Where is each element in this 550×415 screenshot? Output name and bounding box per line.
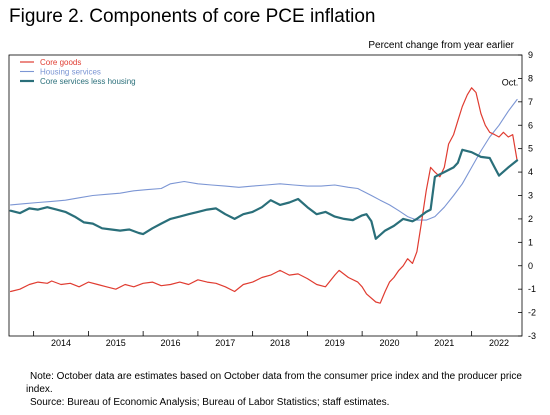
x-tick-label: 2021 <box>434 338 454 348</box>
x-tick-label: 2015 <box>106 338 126 348</box>
x-tick-label: 2016 <box>160 338 180 348</box>
x-tick-label: 2019 <box>325 338 345 348</box>
y-tick-label: 0 <box>528 261 533 271</box>
x-tick-label: 2022 <box>489 338 509 348</box>
series-line-core-services-less-housing <box>9 148 519 240</box>
note-text: Note: October data are estimates based o… <box>26 371 522 395</box>
source-text: Source: Bureau of Economic Analysis; Bur… <box>30 397 390 408</box>
chart-title: Figure 2. Components of core PCE inflati… <box>9 6 376 27</box>
y-tick-label: -1 <box>528 284 536 294</box>
y-tick-label: 9 <box>528 50 533 60</box>
y-tick-label: 4 <box>528 167 533 177</box>
axes: -3 -2 -1 0 1 2 3 4 5 6 7 8 9 2014 2015 2016 2017 2018 2019… <box>8 50 536 348</box>
x-tick-label: 2017 <box>215 338 235 348</box>
legend-label-core-services-less-housing: Core services less housing <box>40 77 136 86</box>
series-lines <box>9 87 519 304</box>
y-tick-label: -3 <box>528 331 536 341</box>
x-tick-label: 2018 <box>270 338 290 348</box>
y-tick-label: 5 <box>528 144 533 154</box>
y-tick-label: -2 <box>528 308 536 318</box>
legend-label-housing-services: Housing services <box>40 68 101 77</box>
y-axis-units-label: Percent change from year earlier <box>368 40 514 51</box>
plot-frame <box>8 54 523 337</box>
y-tick-label: 6 <box>528 120 533 130</box>
x-tick-label: 2014 <box>51 338 71 348</box>
series-line-core-goods <box>10 87 518 304</box>
x-tick-label: 2020 <box>379 338 399 348</box>
series-line-housing-services <box>10 98 518 221</box>
figure-notes: Note: October data are estimates based o… <box>26 370 526 409</box>
y-tick-label: 8 <box>528 73 533 83</box>
y-tick-label: 3 <box>528 191 533 201</box>
y-tick-label: 2 <box>528 214 533 224</box>
oct-annotation: Oct. <box>502 77 519 87</box>
legend-label-core-goods: Core goods <box>40 58 81 67</box>
y-tick-label: 1 <box>528 237 533 247</box>
y-tick-label: 7 <box>528 97 533 107</box>
